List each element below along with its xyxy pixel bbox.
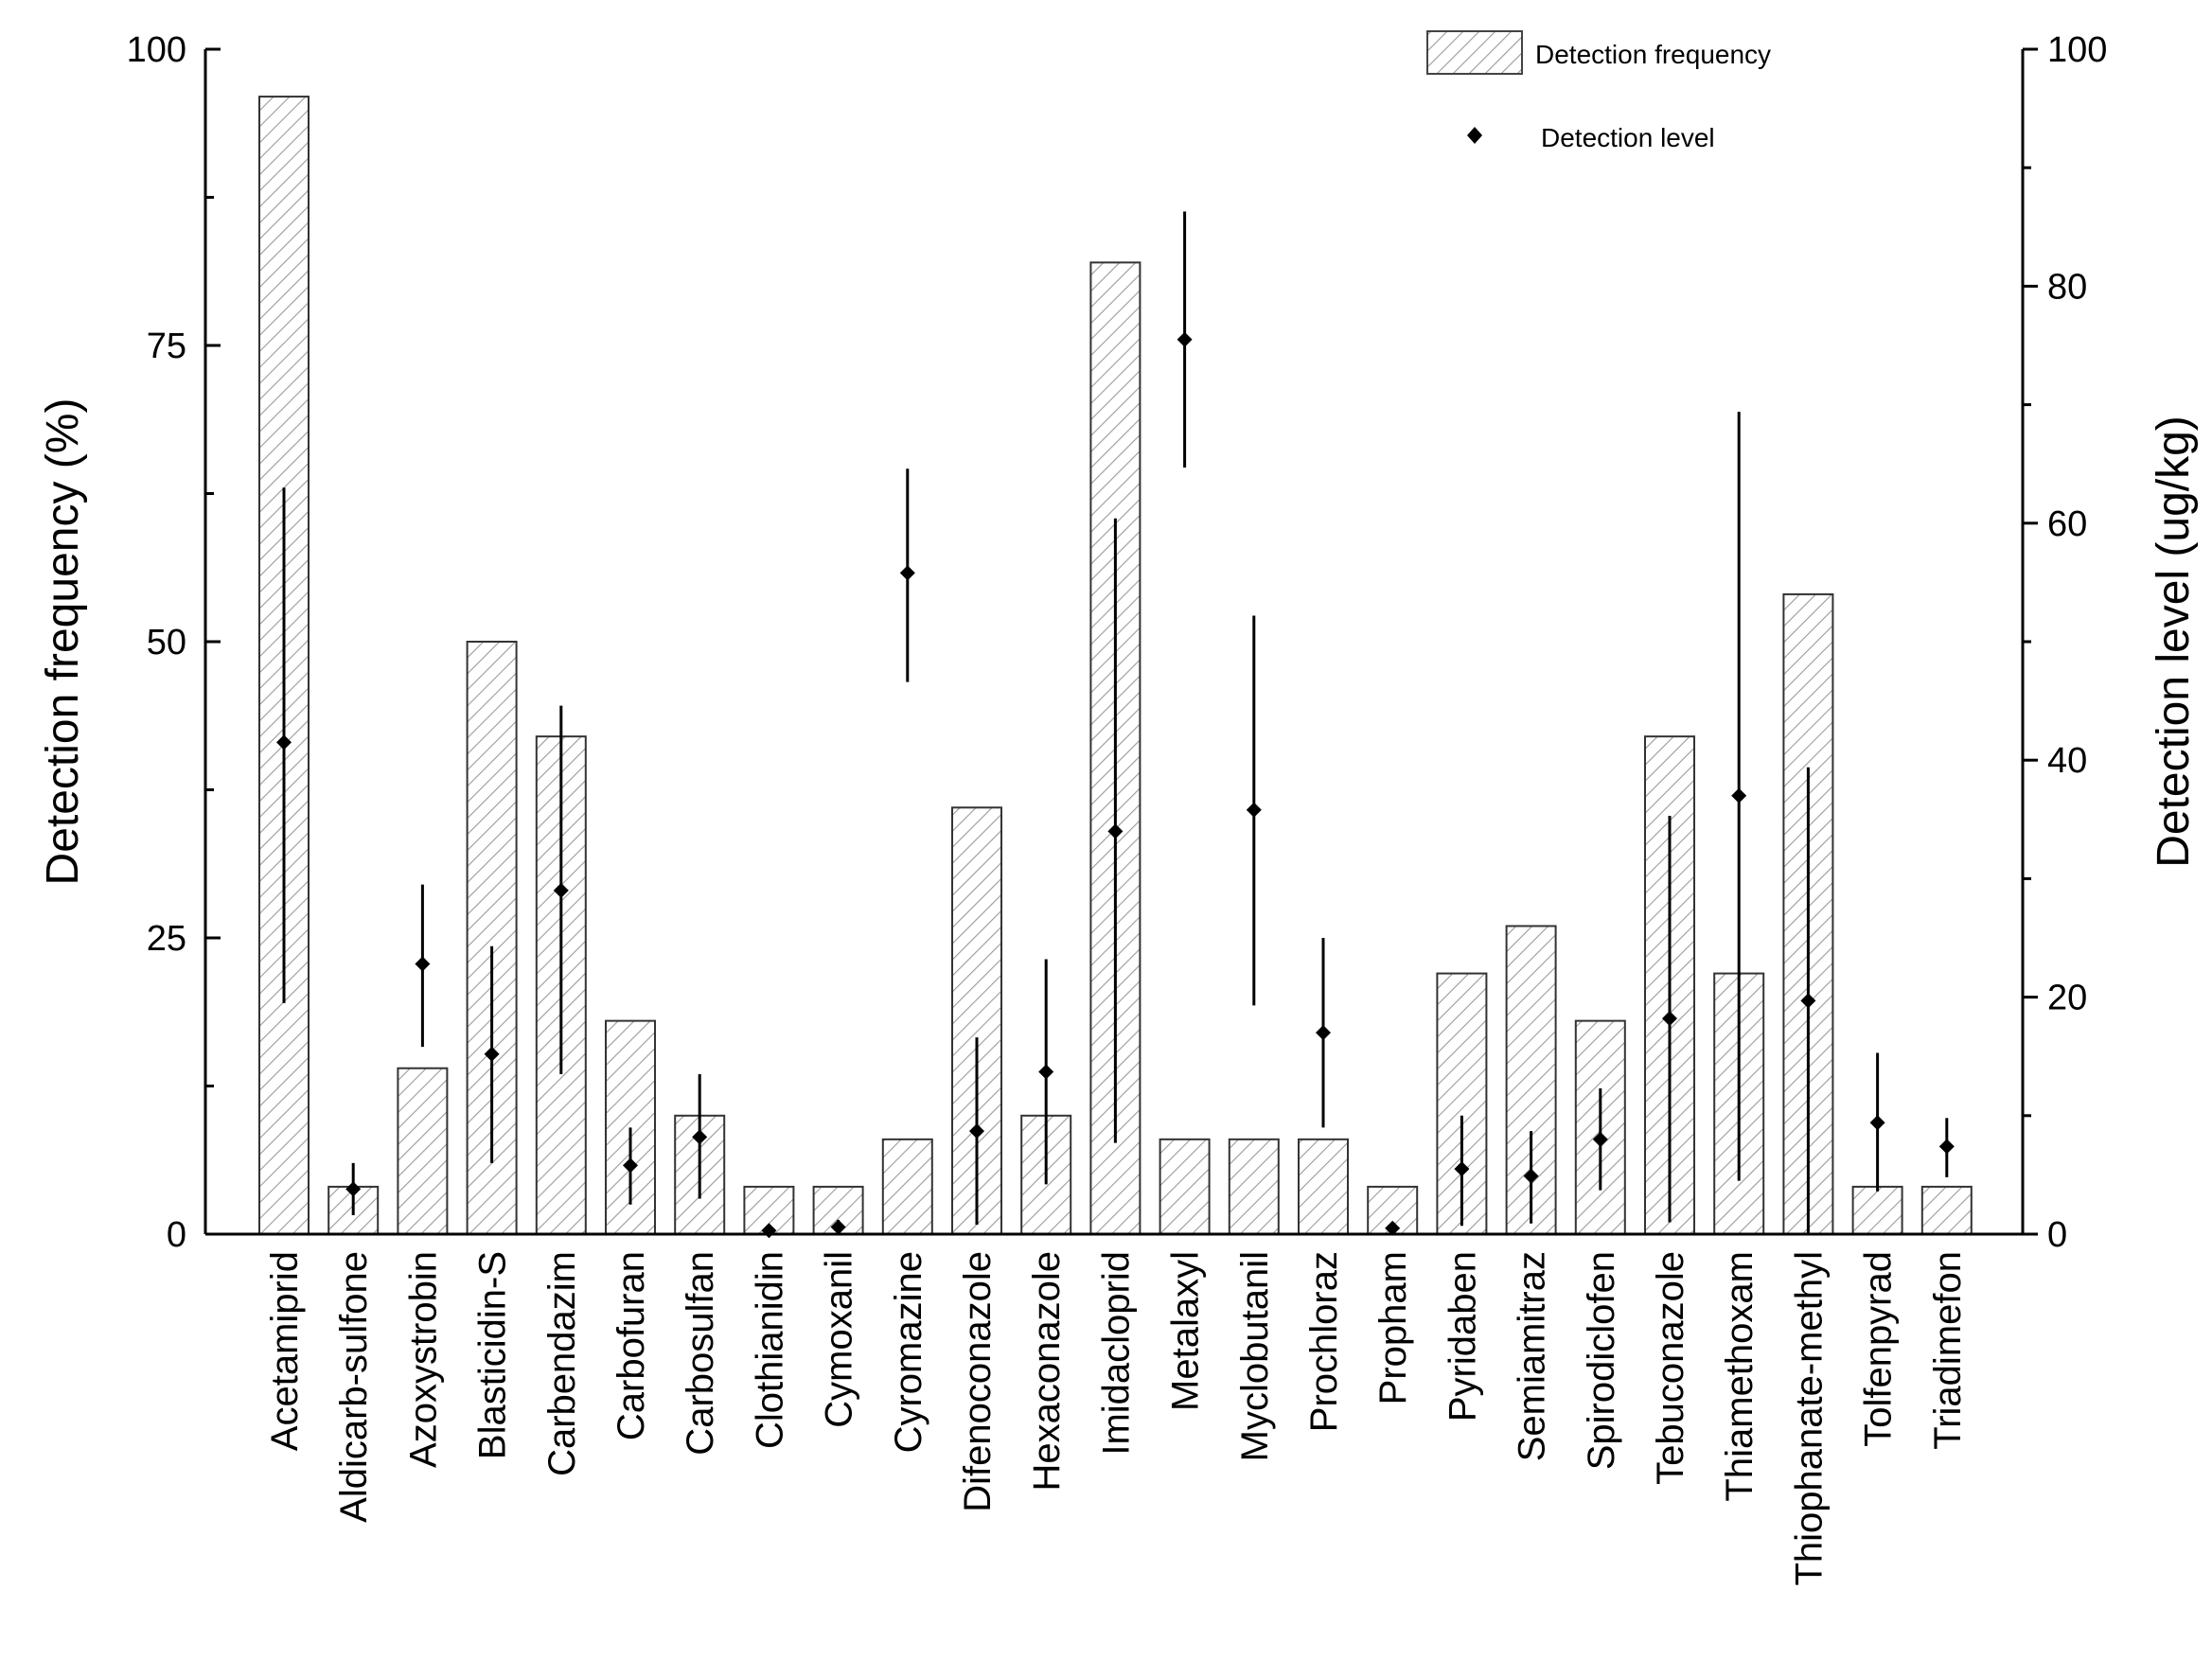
point-metalaxyl xyxy=(1177,331,1193,347)
point-prochloraz xyxy=(1316,1025,1331,1041)
bar-metalaxyl xyxy=(1159,1138,1211,1235)
points-layer xyxy=(276,331,1955,1239)
category-label: Thiamethoxam xyxy=(1719,1251,1761,1502)
category-label: Cyromazine xyxy=(888,1251,929,1453)
bar-myclobutanil xyxy=(1228,1138,1280,1235)
category-label: Carbosulfan xyxy=(680,1251,721,1456)
point-difenoconazole xyxy=(969,1123,984,1139)
category-label: Carbofuran xyxy=(611,1251,652,1440)
category-label: Semiamitraz xyxy=(1512,1251,1553,1461)
category-label: Pyridaben xyxy=(1442,1251,1483,1422)
category-label: Myclobutanil xyxy=(1234,1251,1276,1461)
category-label: Imidacloprid xyxy=(1095,1251,1137,1456)
category-label: Tolfenpyrad xyxy=(1858,1251,1900,1447)
bar-azoxystrobin xyxy=(397,1067,449,1235)
point-acetamiprid xyxy=(276,734,292,751)
point-propham xyxy=(1385,1220,1401,1236)
point-pyridaben xyxy=(1454,1161,1470,1177)
bar-tolfenpyrad xyxy=(1851,1185,1903,1236)
category-label: Clothianidin xyxy=(749,1251,790,1449)
bar-triadimefon xyxy=(1920,1185,1973,1236)
category-label: Carbendazim xyxy=(541,1251,583,1476)
category-label: Tebuconazole xyxy=(1650,1251,1691,1485)
point-imidacloprid xyxy=(1107,823,1124,839)
legend-bar-label: Detection frequency xyxy=(1535,40,1771,69)
left-tick-label: 100 xyxy=(127,30,186,70)
right-tick-label: 40 xyxy=(2047,741,2087,781)
point-semiamitraz xyxy=(1523,1168,1539,1184)
point-aldicarb-sulfone xyxy=(345,1181,362,1197)
legend: Detection frequency Detection level xyxy=(1426,30,1771,152)
point-thiophanate-methyl xyxy=(1800,993,1816,1009)
point-azoxystrobin xyxy=(415,956,431,972)
right-axis-title: Detection level (ug/kg) xyxy=(2149,415,2199,868)
left-axis-ticks: 0 25 50 75 100 xyxy=(127,30,221,1255)
category-label: Spirodiclofen xyxy=(1581,1251,1622,1470)
right-tick-label: 100 xyxy=(2047,30,2107,70)
left-tick-label: 75 xyxy=(147,327,186,366)
category-label: Cymoxanil xyxy=(819,1251,860,1428)
right-tick-label: 80 xyxy=(2047,267,2087,307)
bars-layer xyxy=(258,96,1973,1236)
category-label: Propham xyxy=(1372,1251,1414,1404)
point-cymoxanil xyxy=(830,1219,846,1235)
category-label: Aldicarb-sulfone xyxy=(333,1251,375,1523)
right-tick-label: 60 xyxy=(2047,504,2087,544)
category-label: Triadimefon xyxy=(1927,1251,1969,1450)
point-hexaconazole xyxy=(1038,1064,1054,1080)
point-myclobutanil xyxy=(1246,802,1262,818)
left-axis-title: Detection frequency (%) xyxy=(38,398,88,886)
category-label: Difenoconazole xyxy=(957,1251,999,1512)
left-tick-label: 0 xyxy=(167,1215,186,1255)
category-label: Hexaconazole xyxy=(1026,1251,1068,1492)
category-labels: Acetamiprid Aldicarb-sulfone Azoxystrobin B… xyxy=(264,1251,1969,1586)
point-thiamethoxam xyxy=(1731,787,1747,804)
category-label: Metalaxyl xyxy=(1165,1251,1207,1411)
left-tick-label: 25 xyxy=(147,919,186,959)
bar-cyromazine xyxy=(881,1138,933,1235)
category-label: Acetamiprid xyxy=(264,1251,306,1451)
point-triadimefon xyxy=(1938,1139,1955,1155)
bar-prochloraz xyxy=(1298,1138,1349,1235)
right-tick-label: 20 xyxy=(2047,979,2087,1018)
right-axis-ticks: 0 20 40 60 80 100 xyxy=(2023,30,2107,1255)
point-spirodiclofen xyxy=(1592,1131,1608,1147)
point-cyromazine xyxy=(899,565,915,581)
category-label: Azoxystrobin xyxy=(402,1251,444,1468)
point-carbosulfan xyxy=(692,1129,708,1145)
category-label: Blasticidin-S xyxy=(472,1251,514,1459)
right-tick-label: 0 xyxy=(2047,1215,2067,1255)
category-label: Prochloraz xyxy=(1303,1251,1345,1432)
category-label: Thiophanate-methyl xyxy=(1788,1251,1830,1586)
point-tolfenpyrad xyxy=(1869,1115,1885,1131)
legend-point-marker xyxy=(1467,127,1482,144)
point-blasticidin-s xyxy=(484,1046,500,1062)
legend-bar-swatch xyxy=(1426,30,1523,75)
left-tick-label: 50 xyxy=(147,623,186,662)
point-tebuconazole xyxy=(1662,1011,1677,1027)
legend-point-label: Detection level xyxy=(1541,123,1715,152)
point-carbendazim xyxy=(553,882,569,898)
point-carbofuran xyxy=(623,1157,638,1174)
